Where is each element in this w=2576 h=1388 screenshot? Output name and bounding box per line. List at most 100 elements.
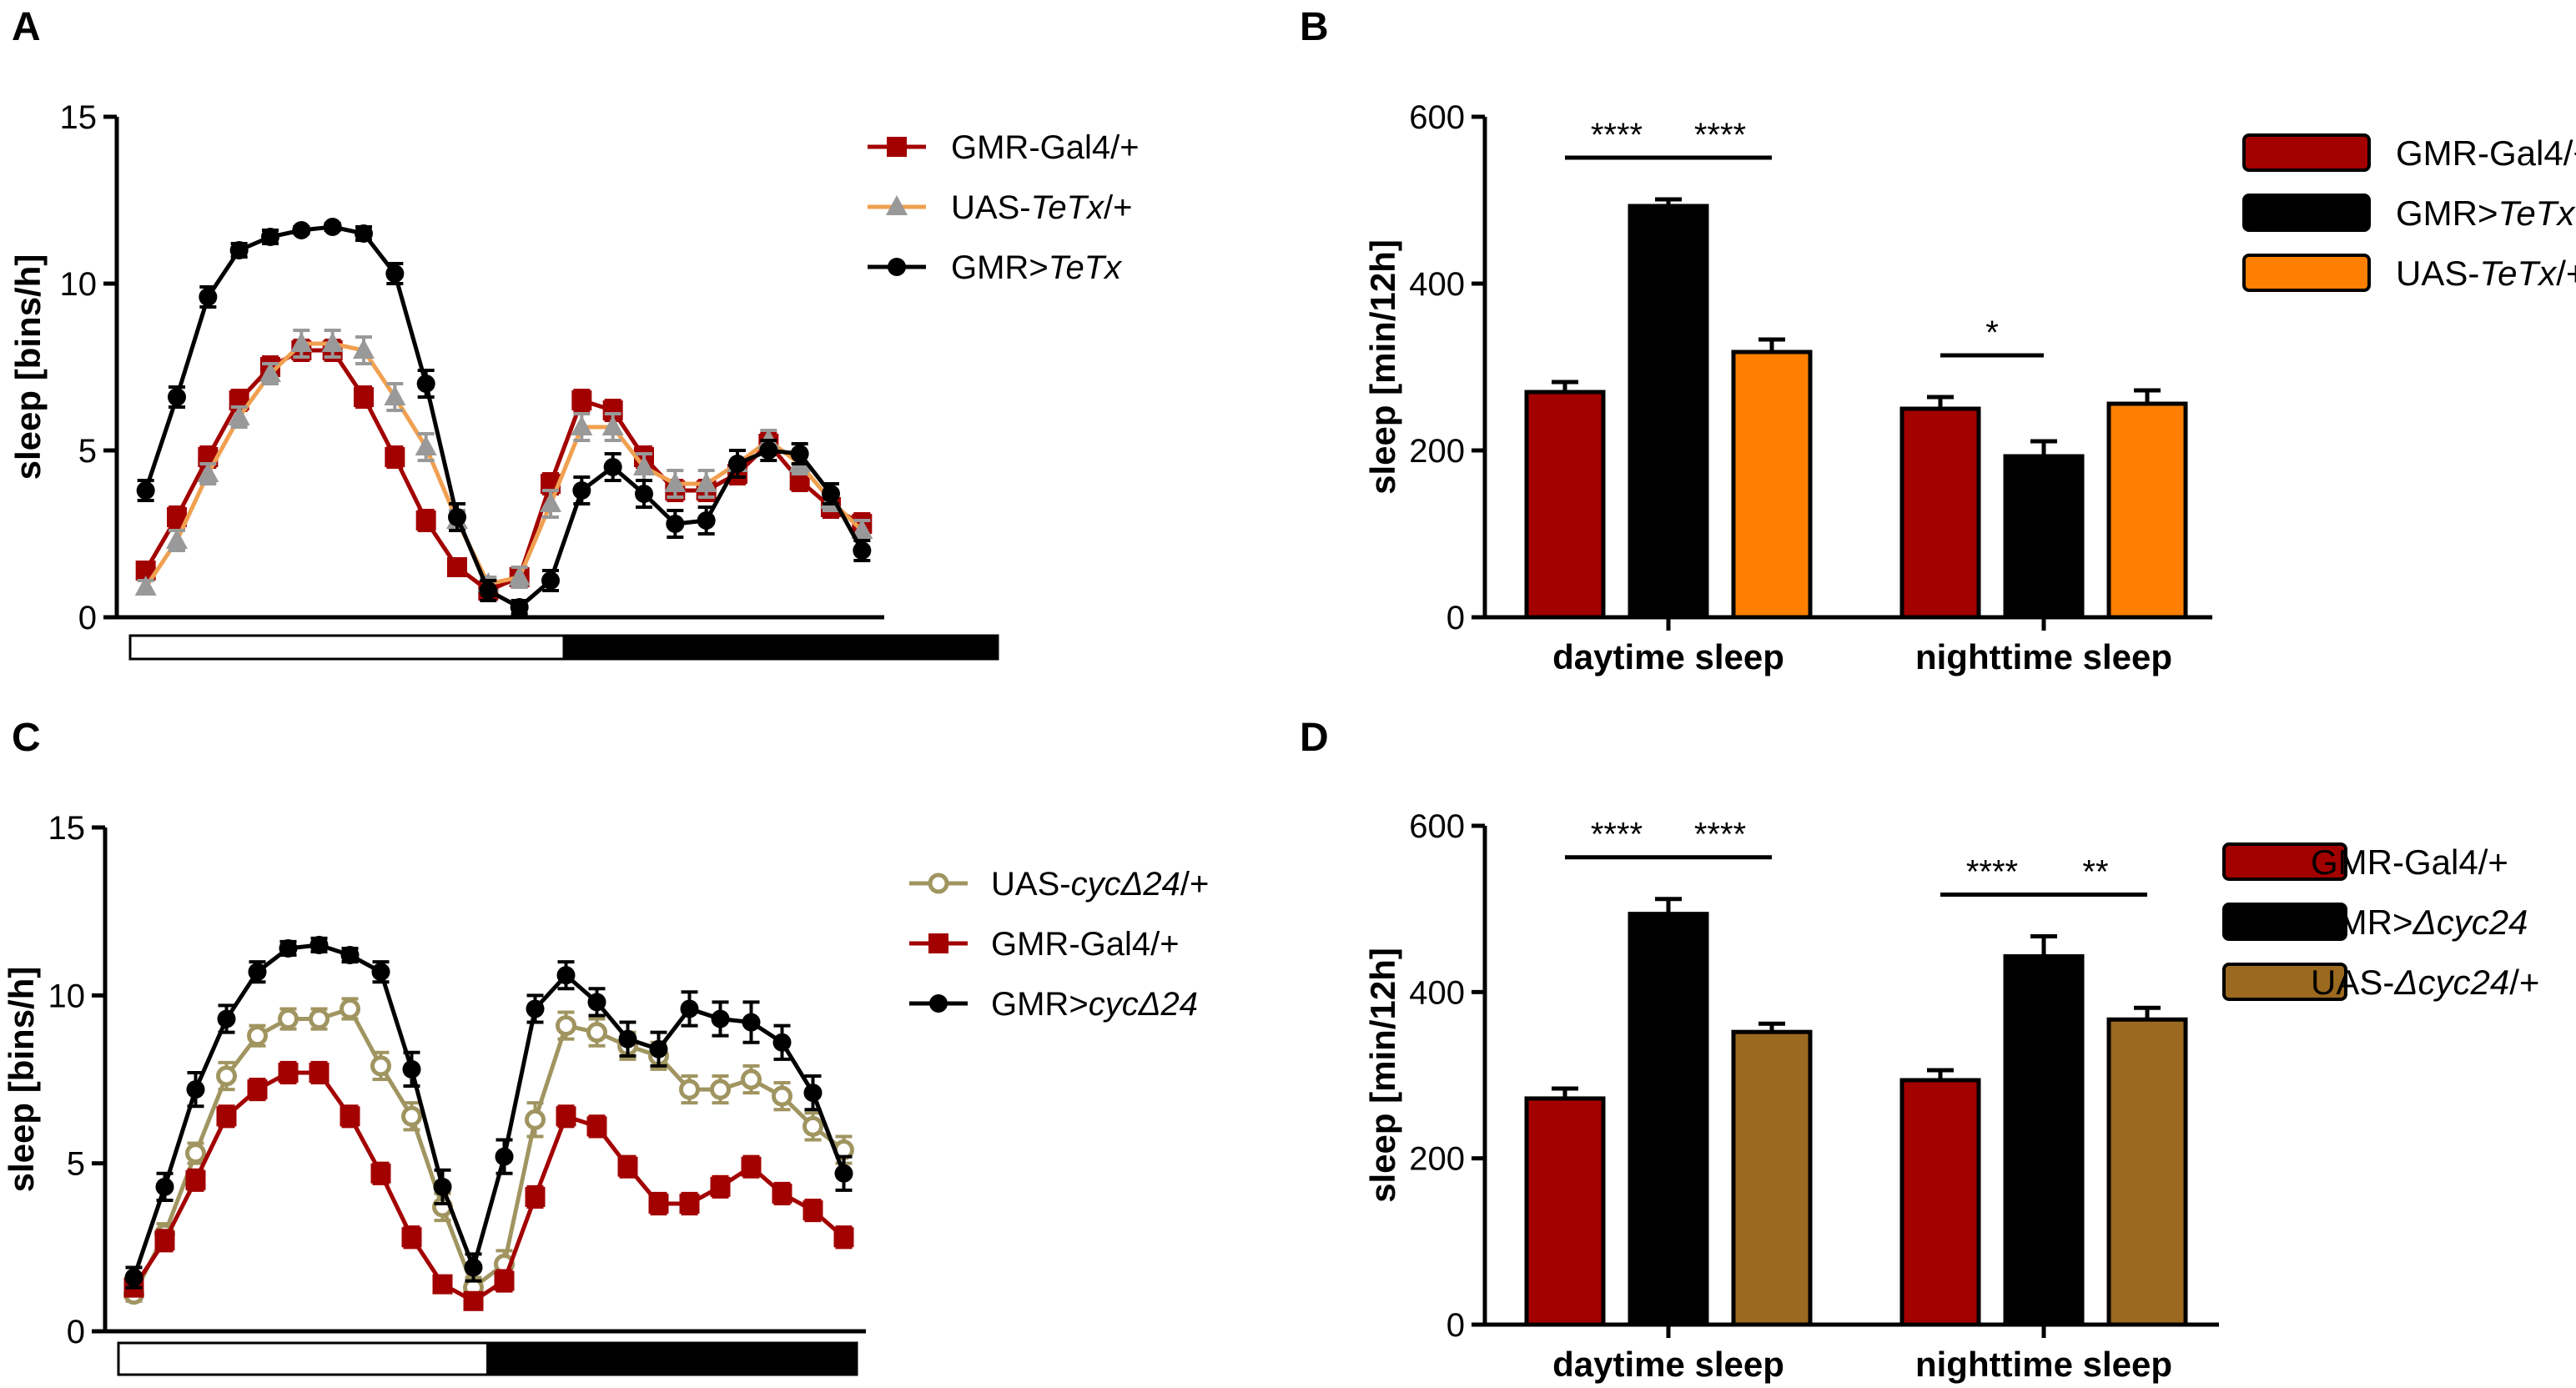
significance-label: * — [1985, 314, 1999, 351]
y-tick-label: 0 — [1446, 1307, 1465, 1344]
light-phase-bar — [117, 1341, 489, 1376]
data-point — [384, 385, 406, 405]
series-2 — [1731, 337, 2188, 620]
data-point — [728, 455, 747, 473]
data-point — [248, 963, 267, 982]
legend-swatch — [2242, 194, 2371, 232]
data-point — [416, 375, 435, 393]
y-axis-label: sleep [min/12h] — [1363, 239, 1402, 495]
data-point — [216, 1065, 237, 1087]
data-point — [185, 1169, 206, 1190]
data-point — [525, 1186, 546, 1207]
dark-phase-bar — [562, 634, 999, 661]
legend-text-part: GMR-Gal4/+ — [991, 926, 1180, 963]
data-point — [259, 362, 281, 382]
bar — [1524, 1096, 1606, 1327]
data-point — [401, 1227, 422, 1248]
light-phase-bar — [128, 634, 566, 661]
legend-marker — [929, 994, 948, 1013]
legend-marker — [886, 195, 908, 215]
legend-marker — [888, 258, 906, 276]
data-point — [803, 1084, 823, 1103]
data-point — [479, 581, 498, 600]
data-point — [278, 1062, 299, 1083]
data-point — [772, 1033, 792, 1052]
x-tick-label: nighttime sleep — [1915, 1345, 2172, 1384]
data-point — [217, 1009, 236, 1028]
data-point — [353, 339, 375, 359]
legend-text-part: TeTx — [1031, 189, 1105, 226]
data-point — [587, 993, 606, 1012]
data-point — [247, 1025, 268, 1047]
legend-text-part: TeTx — [1049, 249, 1123, 286]
data-point — [710, 1176, 731, 1197]
data-point — [124, 1268, 143, 1287]
data-point — [463, 1290, 484, 1311]
data-point — [540, 492, 561, 512]
legend-text-part: UAS- — [2396, 254, 2479, 293]
legend-marker — [928, 873, 949, 894]
series-1 — [134, 329, 873, 596]
data-point — [759, 441, 778, 460]
data-point — [679, 1193, 700, 1214]
data-point — [495, 1147, 514, 1166]
significance-label: **** — [1966, 854, 2018, 891]
y-tick-label: 200 — [1409, 1141, 1465, 1178]
significance-label: **** — [1591, 817, 1643, 853]
data-point — [166, 529, 188, 549]
data-point — [402, 1059, 421, 1079]
y-tick-label: 15 — [60, 99, 98, 136]
data-point — [697, 511, 716, 530]
data-point — [711, 1009, 730, 1028]
legend-entry: GMR-Gal4/+ — [991, 926, 1180, 963]
panel-label: A — [12, 5, 41, 49]
y-tick-label: 15 — [48, 810, 86, 847]
data-point — [526, 999, 545, 1018]
legend-entry: GMR>TeTx — [951, 249, 1123, 286]
data-point — [680, 999, 699, 1018]
data-point — [853, 541, 872, 560]
data-point — [370, 1055, 391, 1077]
data-point — [772, 1085, 792, 1107]
legend-entry: UAS-cycΔ24/+ — [991, 866, 1209, 903]
panel-b: B 0 200 400 600 sleep [min/12h] daytime sleep n… — [1300, 5, 2576, 676]
significance-label: ** — [2082, 854, 2108, 891]
legend-entry: GMR>TeTx — [2396, 194, 2576, 233]
data-point — [401, 1105, 422, 1127]
data-point — [834, 1164, 853, 1183]
data-point — [199, 288, 218, 306]
dark-phase-bar — [486, 1341, 858, 1376]
data-point — [541, 571, 560, 590]
data-point — [648, 1193, 669, 1214]
bar — [1899, 1078, 1981, 1327]
y-tick-label: 0 — [78, 600, 97, 636]
series-0 — [135, 339, 873, 601]
legend-text-part: UAS- — [2311, 963, 2394, 1002]
data-point — [586, 1022, 607, 1044]
series-1 — [1628, 897, 2085, 1327]
data-point — [154, 1230, 175, 1251]
legend-entry: GMR-Gal4/+ — [951, 129, 1140, 166]
data-point — [556, 966, 576, 985]
data-point — [323, 218, 342, 236]
panel-label: B — [1300, 5, 1329, 49]
data-point — [370, 1163, 391, 1184]
data-point — [617, 1156, 638, 1177]
data-point — [649, 1039, 668, 1059]
legend-marker — [928, 933, 948, 953]
data-point — [833, 1227, 854, 1248]
bar — [2106, 1017, 2188, 1327]
significance-label: **** — [1591, 117, 1643, 153]
legend-text-part: GMR> — [951, 249, 1049, 286]
data-point — [525, 1109, 546, 1130]
bar — [1628, 912, 1709, 1327]
data-point — [415, 510, 436, 531]
y-axis-label: sleep [bins/h] — [2, 967, 41, 1193]
data-point — [385, 264, 405, 283]
legend-entry: GMR-Gal4/+ — [2311, 842, 2508, 882]
data-point — [802, 1115, 823, 1137]
data-point — [228, 405, 250, 425]
